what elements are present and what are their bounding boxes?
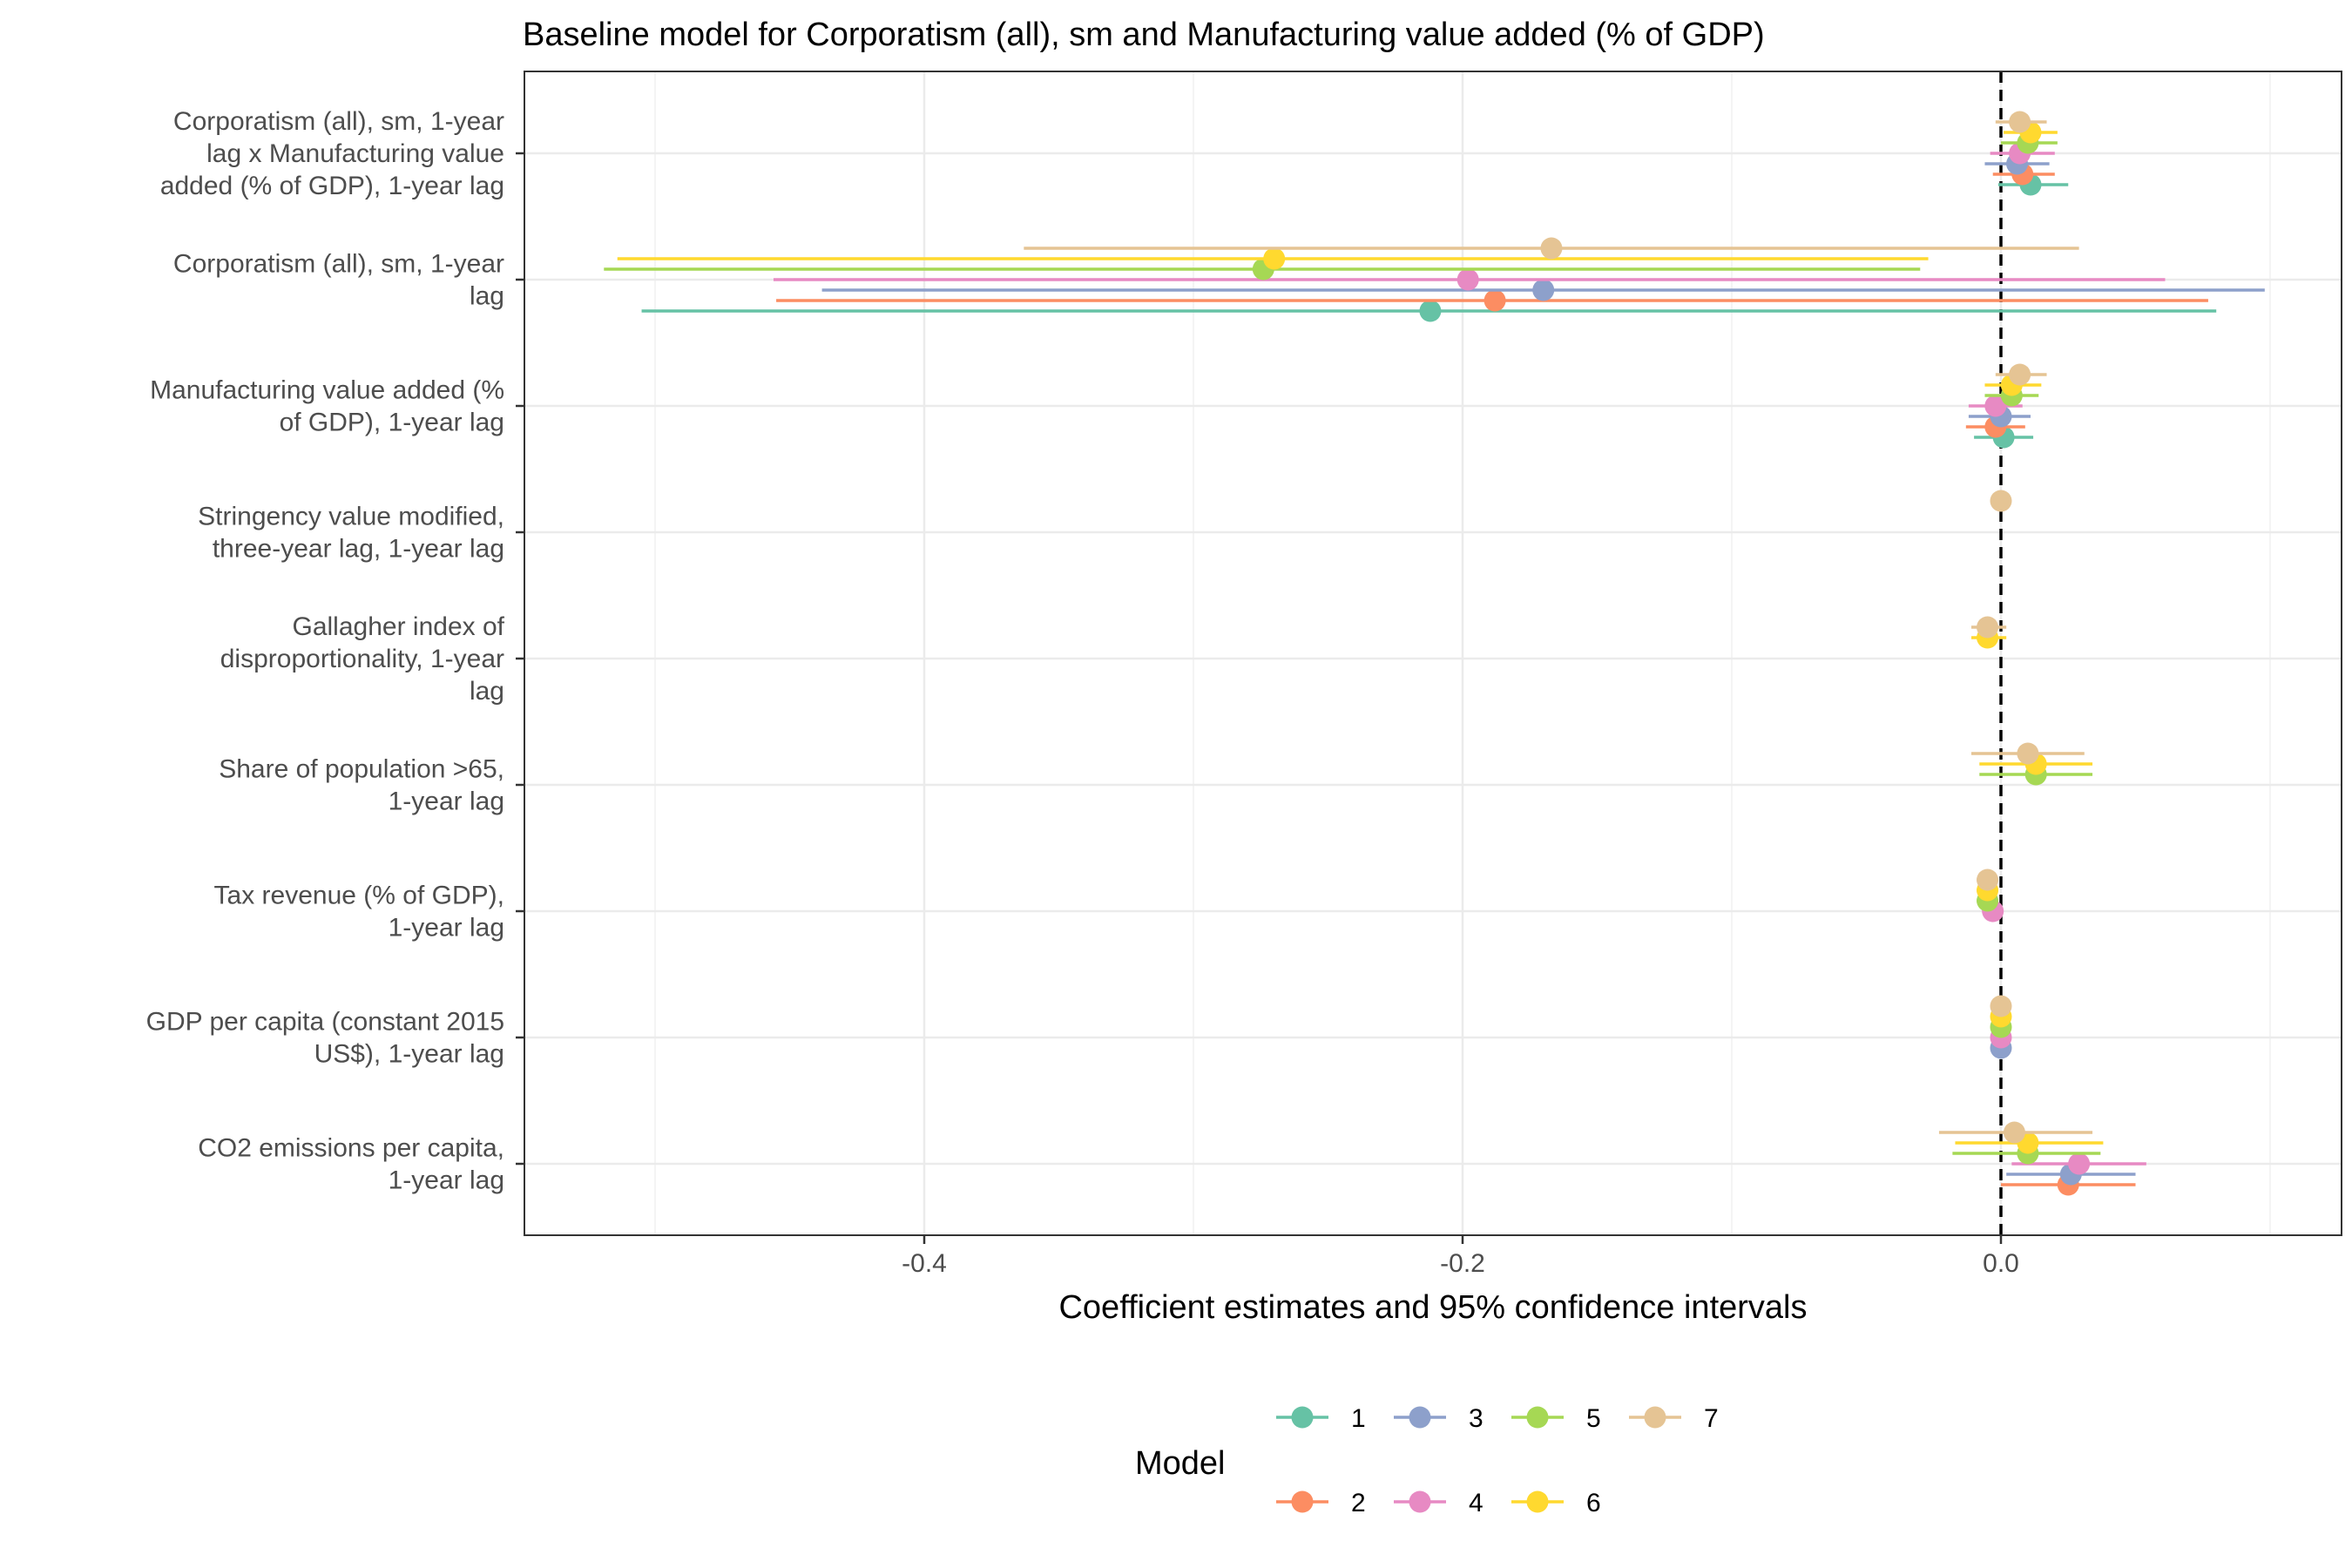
legend-item-4: 4 — [1394, 1489, 1484, 1517]
y-tick-label: 1-year lag — [389, 914, 504, 943]
coefficient-point — [2003, 1121, 2025, 1144]
axes: Corporatism (all), sm, 1-year lag x Manuf… — [146, 71, 2342, 1278]
legend: Model 1 2 3 4 5 6 7 — [1135, 1404, 1719, 1517]
y-tick-label: CO2 emissions per capita, — [198, 1134, 504, 1163]
legend-item-1: 1 — [1276, 1404, 1366, 1433]
legend-label: 5 — [1586, 1404, 1601, 1433]
y-tick-label: three-year lag, 1-year lag — [213, 535, 504, 564]
y-tick-label: Share of population >65, — [219, 755, 504, 784]
y-tick-label: Manufacturing value added (% — [150, 376, 504, 405]
coefficient-point — [1977, 868, 1999, 891]
coefficient-point — [1990, 490, 2012, 512]
legend-label: 6 — [1586, 1489, 1601, 1517]
y-tick-label: GDP per capita (constant 2015 — [146, 1008, 504, 1037]
legend-item-3: 3 — [1394, 1404, 1484, 1433]
y-tick-label: US$), 1-year lag — [314, 1040, 504, 1069]
legend-key-point — [1644, 1406, 1666, 1429]
y-tick-label: 1-year lag — [389, 787, 504, 816]
y-tick-label: lag — [470, 677, 504, 706]
legend-item-5: 5 — [1511, 1404, 1601, 1433]
y-tick-label: Corporatism (all), sm, 1-year — [173, 107, 504, 136]
legend-key-point — [1409, 1490, 1431, 1513]
y-tick-label: 1-year lag — [389, 1166, 504, 1195]
plot-border — [524, 71, 2342, 1236]
plot-area — [524, 71, 2342, 1235]
coefficient-point — [1263, 247, 1286, 270]
coefficient-point — [1977, 616, 1999, 639]
coefficient-point — [1456, 268, 1479, 291]
legend-label: 1 — [1351, 1404, 1366, 1433]
y-tick-label: of GDP), 1-year lag — [280, 409, 504, 437]
legend-label: 7 — [1704, 1404, 1719, 1433]
coefficient-point — [1990, 995, 2012, 1017]
x-tick-label: 0.0 — [1983, 1249, 2019, 1278]
legend-item-7: 7 — [1629, 1404, 1719, 1433]
x-tick-label: -0.2 — [1440, 1249, 1485, 1278]
legend-key-point — [1291, 1490, 1314, 1513]
legend-item-6: 6 — [1511, 1489, 1601, 1517]
coefficient-point — [2068, 1152, 2091, 1175]
coefficient-point — [1419, 300, 1442, 322]
coefficient-point — [2017, 742, 2039, 765]
coefficient-point — [2009, 111, 2031, 133]
y-tick-label: Gallagher index of — [293, 612, 505, 641]
coefficient-point — [1984, 395, 2007, 417]
y-tick-label: lag x Manufacturing value — [206, 139, 504, 168]
chart-title: Baseline model for Corporatism (all), sm… — [523, 17, 1765, 53]
y-tick-label: disproportionality, 1-year — [220, 645, 504, 673]
x-tick-label: -0.4 — [902, 1249, 947, 1278]
y-tick-label: added (% of GDP), 1-year lag — [160, 172, 504, 200]
legend-label: 2 — [1351, 1489, 1366, 1517]
legend-item-2: 2 — [1276, 1489, 1366, 1517]
legend-title: Model — [1135, 1445, 1226, 1482]
legend-key-point — [1526, 1406, 1549, 1429]
x-axis-label: Coefficient estimates and 95% confidence… — [1058, 1289, 1807, 1326]
legend-key-point — [1526, 1490, 1549, 1513]
y-tick-label: Stringency value modified, — [198, 503, 504, 531]
y-tick-label: Tax revenue (% of GDP), — [214, 882, 504, 910]
coefficient-point — [1532, 279, 1555, 301]
y-tick-label: Corporatism (all), sm, 1-year — [173, 250, 504, 279]
legend-label: 3 — [1469, 1404, 1484, 1433]
legend-key-point — [1409, 1406, 1431, 1429]
y-tick-label: lag — [470, 282, 504, 311]
coefficient-point — [2009, 363, 2031, 386]
plot-panel — [524, 71, 2342, 1235]
legend-label: 4 — [1469, 1489, 1484, 1517]
coefficient-point — [1540, 237, 1563, 260]
legend-key-point — [1291, 1406, 1314, 1429]
coefficient-point — [1484, 289, 1506, 312]
